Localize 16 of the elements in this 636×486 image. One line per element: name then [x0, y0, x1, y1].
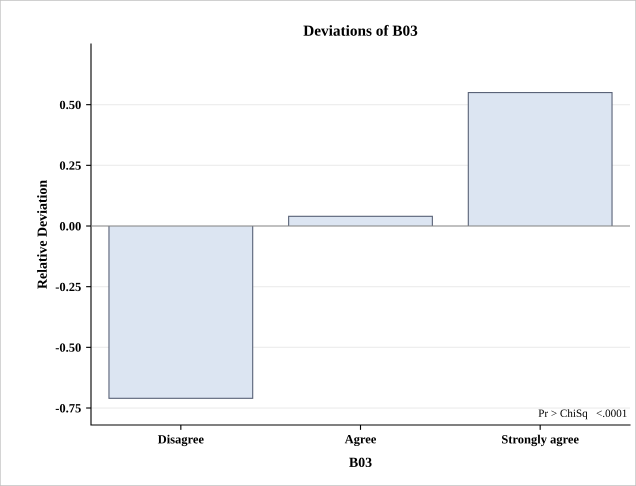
x-tick-label: Strongly agree: [502, 434, 579, 446]
bar: [468, 92, 613, 227]
x-axis-title: B03: [349, 458, 372, 468]
y-tick-label: -0.50: [56, 343, 81, 352]
bar: [108, 225, 254, 399]
y-tick-label: -0.25: [56, 282, 81, 292]
y-axis-title: Relative Deviation: [37, 180, 47, 289]
x-tick-label: Agree: [344, 435, 376, 446]
bar: [288, 216, 433, 227]
y-tick-label: 0.25: [60, 161, 81, 170]
x-tick-label: Disagree: [158, 434, 204, 446]
annotation: Pr > ChiSq <.0001: [538, 409, 627, 420]
chart-title: Deviations of B03: [303, 24, 418, 36]
y-tick-label: 0.50: [60, 100, 81, 110]
y-tick-label: 0.00: [60, 222, 81, 231]
y-tick-label: -0.75: [56, 404, 81, 413]
